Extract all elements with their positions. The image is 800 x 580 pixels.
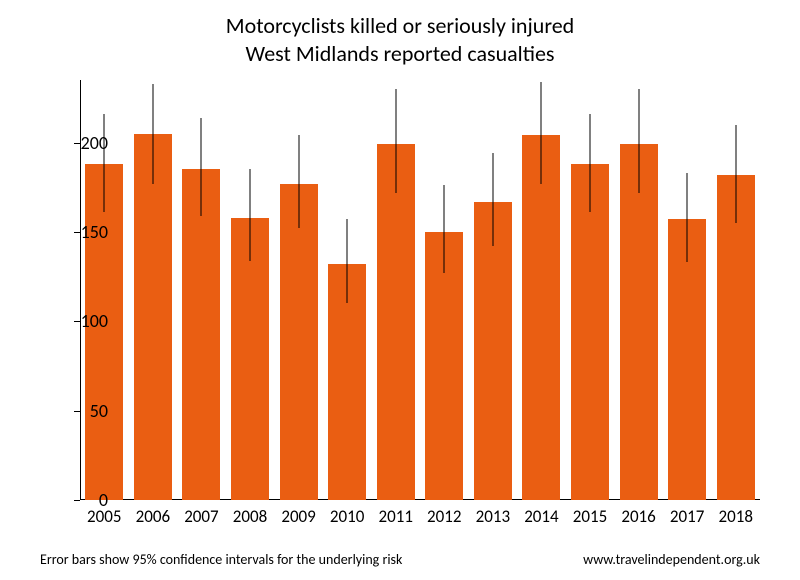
y-tick — [74, 500, 80, 501]
x-axis-label: 2016 — [621, 506, 655, 527]
error-bar — [395, 89, 396, 193]
bar — [717, 175, 755, 500]
error-bar — [687, 173, 688, 262]
y-tick — [74, 321, 80, 322]
error-bar — [444, 185, 445, 273]
bar — [620, 144, 658, 500]
x-axis-label: 2008 — [233, 506, 267, 527]
error-bar — [735, 125, 736, 223]
footnote-confidence: Error bars show 95% confidence intervals… — [40, 551, 402, 568]
bar — [571, 164, 609, 500]
y-tick — [74, 232, 80, 233]
bar — [182, 169, 220, 500]
x-axis-label: 2017 — [670, 506, 704, 527]
footnote-url: www.travelindependent.org.uk — [583, 551, 760, 568]
y-axis-label: 50 — [90, 400, 108, 422]
x-axis-label: 2006 — [136, 506, 170, 527]
bar — [377, 144, 415, 500]
x-axis-label: 2011 — [378, 506, 412, 527]
y-tick — [74, 411, 80, 412]
error-bar — [541, 82, 542, 184]
error-bar — [298, 135, 299, 228]
plot-area — [80, 80, 760, 500]
bar — [474, 202, 512, 500]
x-axis-label: 2015 — [573, 506, 607, 527]
error-bar — [638, 89, 639, 193]
bar — [134, 134, 172, 500]
error-bar — [590, 114, 591, 212]
y-axis-label: 200 — [81, 132, 108, 154]
y-axis-label: 100 — [81, 310, 108, 332]
x-axis-label: 2009 — [281, 506, 315, 527]
y-axis-label: 150 — [81, 221, 108, 243]
error-bar — [201, 118, 202, 216]
error-bar — [152, 84, 153, 184]
x-axis-label: 2013 — [476, 506, 510, 527]
error-bar — [492, 153, 493, 246]
error-bar — [104, 114, 105, 212]
chart-title-line2: West Midlands reported casualties — [0, 40, 800, 67]
chart-title-line1: Motorcyclists killed or seriously injure… — [0, 12, 800, 39]
x-axis-label: 2014 — [524, 506, 558, 527]
x-axis-label: 2010 — [330, 506, 364, 527]
x-axis-label: 2018 — [718, 506, 752, 527]
x-axis-label: 2012 — [427, 506, 461, 527]
error-bar — [347, 219, 348, 303]
x-axis-label: 2007 — [184, 506, 218, 527]
y-tick — [74, 143, 80, 144]
bar — [522, 135, 560, 500]
chart-container: Motorcyclists killed or seriously injure… — [0, 0, 800, 580]
error-bar — [250, 169, 251, 260]
x-axis-label: 2005 — [87, 506, 121, 527]
bar — [280, 184, 318, 500]
